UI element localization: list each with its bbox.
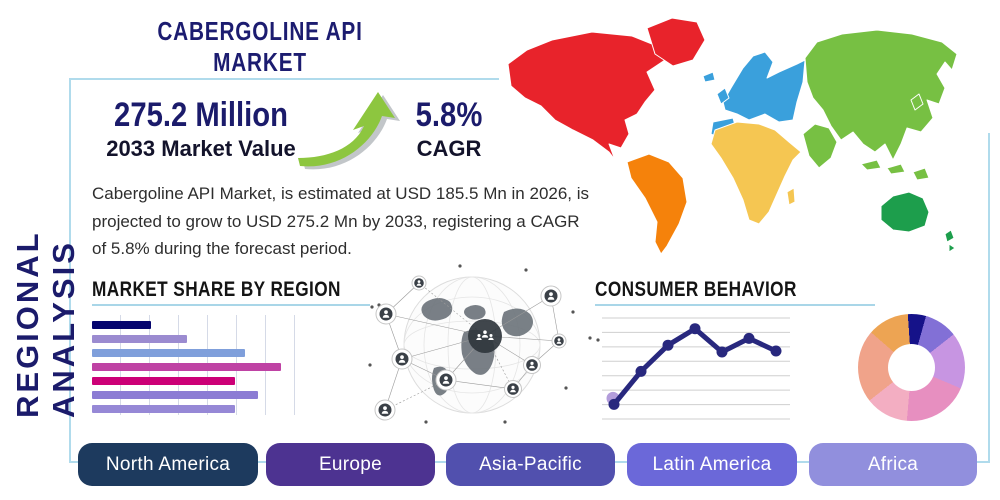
bar [92,349,246,357]
region-indonesia [860,159,930,181]
region-uk [716,87,730,105]
button-latin-america[interactable]: Latin America [627,443,797,486]
line-chart-title: CONSUMER BEHAVIOR [595,278,797,301]
bar [92,377,235,385]
region-africa [710,121,802,225]
arrow-body [298,92,395,167]
button-north-america[interactable]: North America [78,443,258,486]
market-value-caption: 2033 Market Value [106,135,296,161]
donut-chart [858,314,965,421]
growth-arrow-icon [298,92,400,170]
market-value-number: 275.2 Million [114,96,288,134]
market-value-stat: 275.2 Million 2033 Market Value [76,96,326,162]
donut-hole [888,344,935,391]
bar [92,363,281,371]
region-greenland [646,17,706,67]
network-group-node [468,319,502,353]
region-new-zealand [944,229,956,253]
region-australia [880,191,930,233]
market-description: Cabergoline API Market, is estimated at … [92,184,590,259]
page-title: CABERGOLINE API MARKET [157,16,363,77]
cagr-stat: 5.8% CAGR [389,96,509,162]
region-north-america [507,31,666,171]
globe-network-illustration [368,264,600,424]
cagr-caption: CAGR [416,135,482,161]
side-label-regional-analysis: REGIONAL ANALYSIS [10,230,81,418]
network-dots [368,264,600,424]
bar-chart-title-underline [92,304,370,306]
world-map [497,2,997,264]
button-asia-pacific[interactable]: Asia-Pacific [446,443,615,486]
button-europe[interactable]: Europe [266,443,435,486]
region-japan [910,93,924,111]
bar [92,335,187,343]
region-iceland [702,71,716,83]
region-middle-east [802,123,838,169]
network-user-nodes [374,275,567,421]
region-south-america [626,153,688,255]
bar [92,405,235,413]
frame-top [69,78,499,80]
button-africa[interactable]: Africa [809,443,977,486]
frame-left [69,78,71,463]
bar-chart-title: MARKET SHARE BY REGION [92,278,341,301]
bar [92,391,258,399]
region-asia [804,29,958,161]
line-chart-title-underline [595,304,875,306]
frame-right [988,133,990,463]
region-madagascar [786,187,796,206]
cagr-number: 5.8% [415,96,483,134]
bar [92,321,151,329]
consumer-behavior-line-chart [602,317,790,420]
market-share-bar-chart [92,315,308,415]
